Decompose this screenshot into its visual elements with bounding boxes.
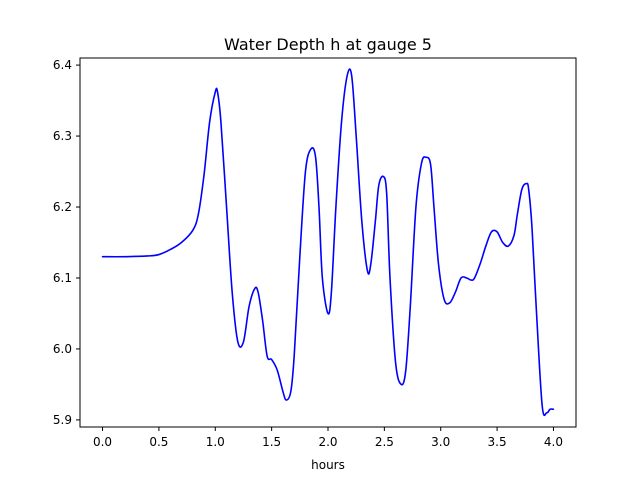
x-tick-label: 0.0 — [93, 435, 112, 449]
y-tick-label: 6.1 — [53, 271, 72, 285]
plot-frame — [79, 57, 577, 428]
y-tick-label: 6.3 — [53, 129, 72, 143]
x-tick-label: 0.5 — [149, 435, 168, 449]
x-tick-label: 1.5 — [262, 435, 281, 449]
series-line — [101, 68, 555, 417]
x-tick-label: 2.5 — [375, 435, 394, 449]
chart-title: Water Depth h at gauge 5 — [224, 35, 432, 54]
plot-area — [101, 68, 555, 417]
x-tick-label: 3.5 — [488, 435, 507, 449]
x-axis-label: hours — [311, 458, 345, 472]
x-tick-label: 1.0 — [206, 435, 225, 449]
y-tick-label: 5.9 — [53, 413, 72, 427]
x-tick-label: 3.0 — [431, 435, 450, 449]
x-axis-ticks: 0.0 0.5 1.0 1.5 2.0 2.5 3.0 3.5 4.0 — [93, 427, 563, 449]
y-axis-ticks: 5.9 6.0 6.1 6.2 6.3 6.4 — [53, 58, 80, 427]
x-tick-label: 4.0 — [544, 435, 563, 449]
y-tick-label: 6.4 — [53, 58, 72, 72]
y-tick-label: 6.0 — [53, 342, 72, 356]
x-tick-label: 2.0 — [318, 435, 337, 449]
y-tick-label: 6.2 — [53, 200, 72, 214]
